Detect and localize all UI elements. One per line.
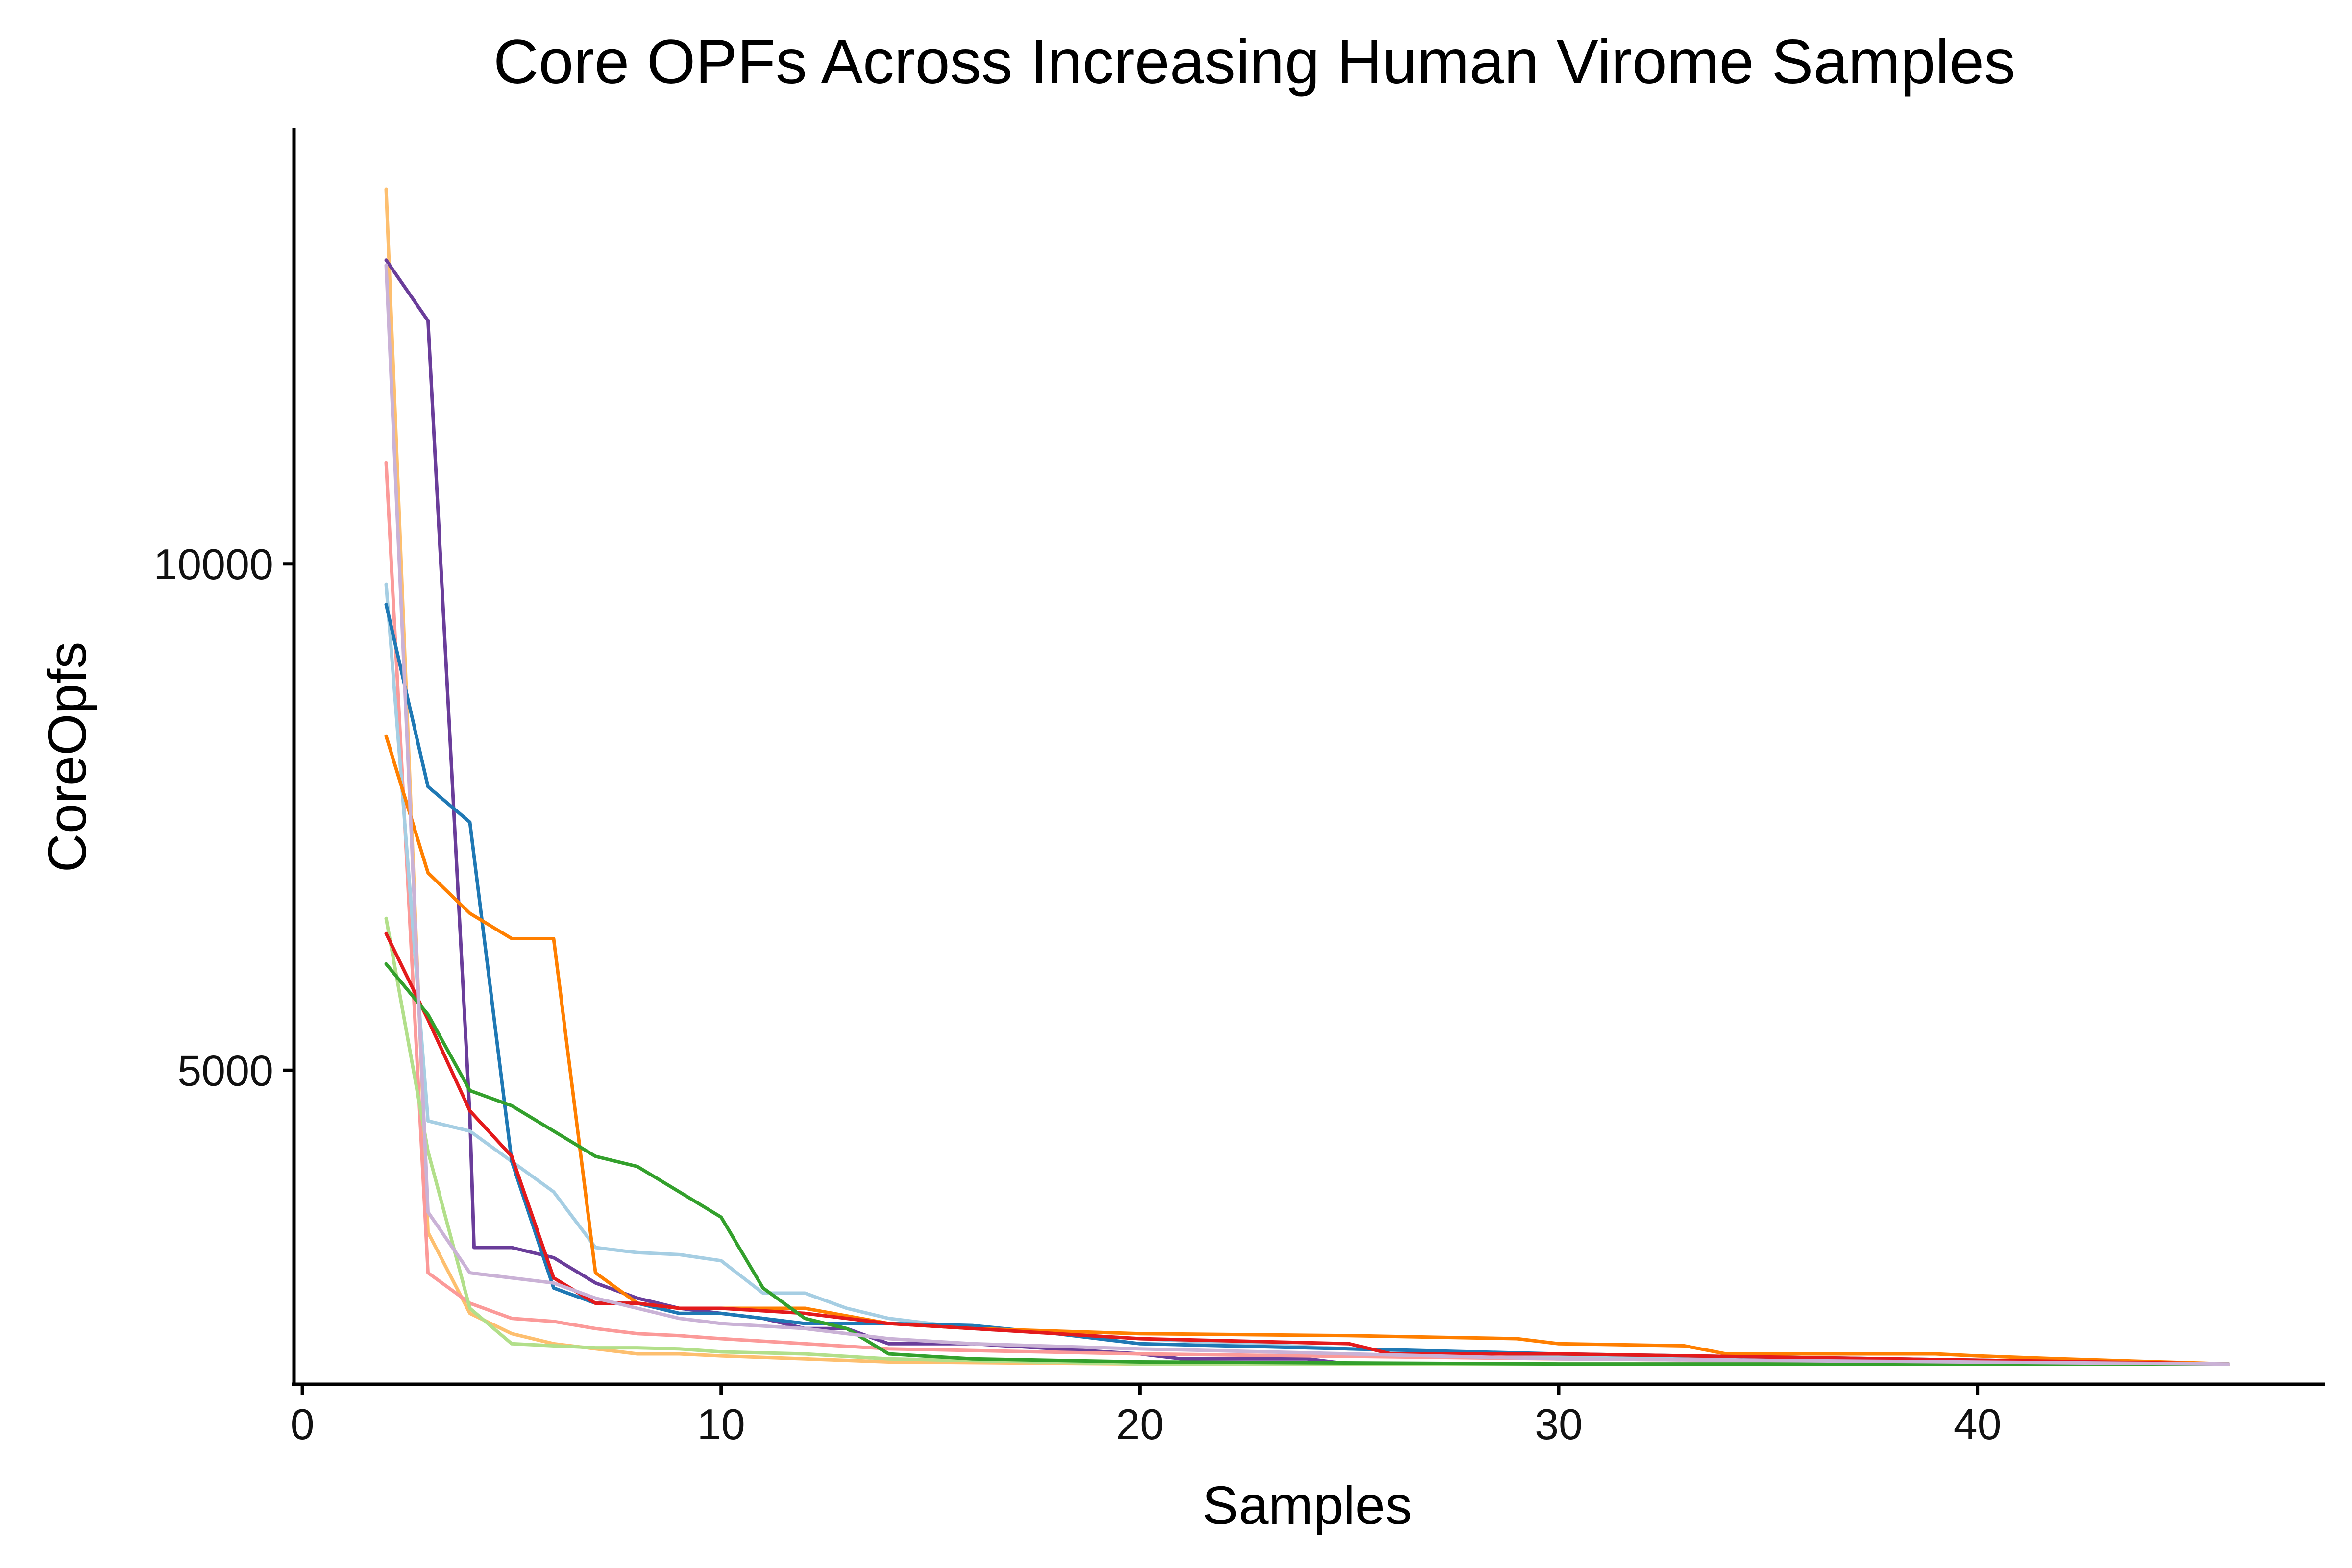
series-line-4 [384, 582, 2230, 1366]
series-line-9 [384, 962, 2230, 1366]
x-tick-label: 20 [1116, 1400, 1164, 1448]
y-tick-label: 10000 [153, 540, 273, 588]
series-line-8 [384, 931, 2230, 1366]
series-line-6 [384, 734, 2230, 1366]
x-axis-title: Samples [1202, 1475, 1412, 1536]
x-tick-label: 30 [1535, 1400, 1583, 1448]
series-line-1 [384, 187, 2230, 1366]
series-line-7 [384, 916, 2230, 1366]
chart-title: Core OPFs Across Increasing Human Virome… [493, 27, 2015, 97]
series-line-3 [384, 461, 2230, 1366]
y-tick-label: 5000 [177, 1046, 273, 1095]
x-axis-ticks: 0 10 20 30 40 [291, 1384, 2002, 1448]
x-tick-label: 40 [1954, 1400, 2002, 1448]
x-tick-label: 10 [697, 1400, 745, 1448]
series-line-5 [384, 603, 2230, 1366]
x-tick-label: 0 [291, 1400, 315, 1448]
series-line-2 [384, 258, 2230, 1366]
y-axis-title: CoreOpfs [37, 642, 98, 873]
series-line-10 [384, 263, 2230, 1366]
y-axis-ticks: 5000 10000 [153, 540, 294, 1095]
series-layer [384, 187, 2230, 1366]
